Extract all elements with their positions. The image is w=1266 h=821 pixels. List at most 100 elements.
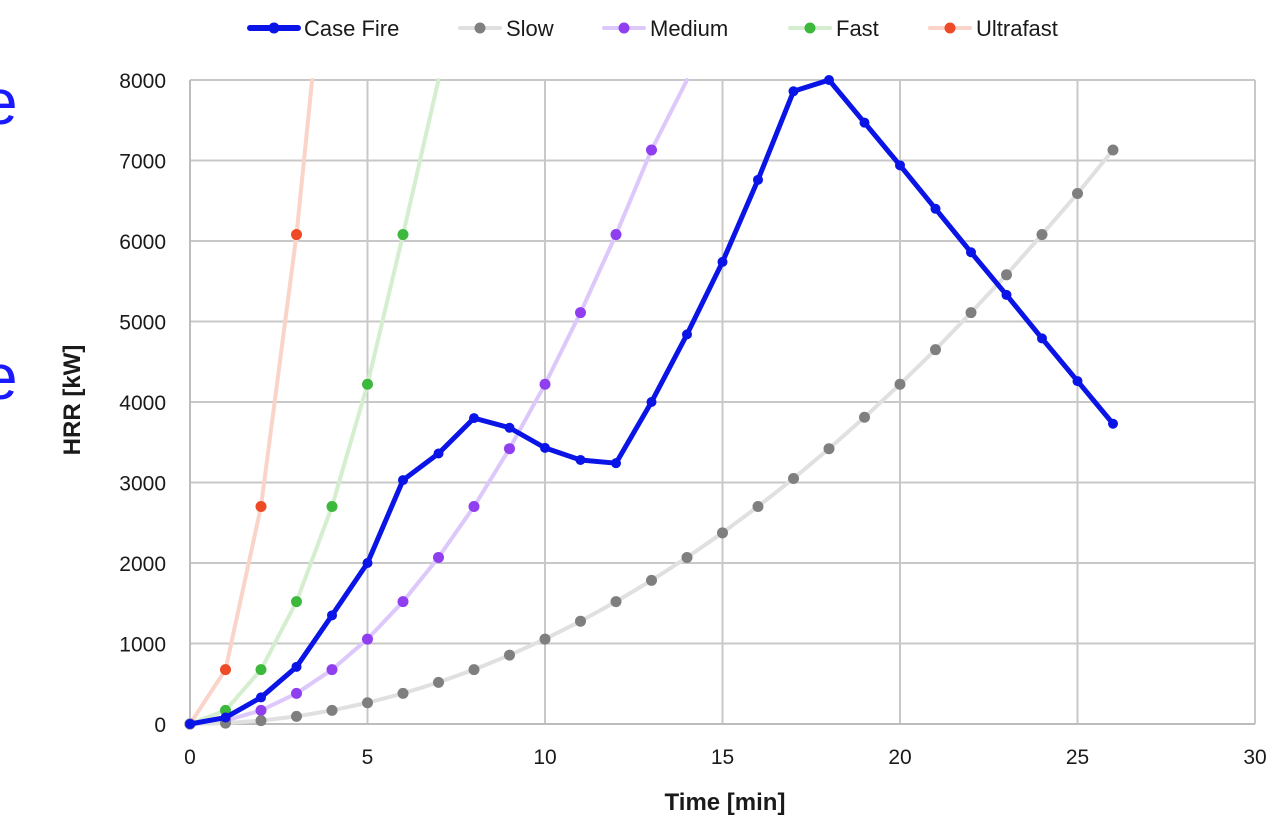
data-point-slow bbox=[468, 664, 480, 676]
legend-item-fast: Fast bbox=[788, 16, 879, 41]
x-tick-label: 20 bbox=[888, 746, 911, 769]
data-point-medium bbox=[504, 443, 515, 455]
data-point-slow bbox=[575, 615, 586, 627]
data-point-fast bbox=[291, 596, 302, 608]
data-point-case-fire bbox=[966, 247, 976, 258]
data-point-slow bbox=[610, 596, 622, 608]
legend-item-ultrafast: Ultrafast bbox=[928, 16, 1058, 41]
data-point-slow bbox=[930, 344, 941, 356]
series-ultrafast bbox=[184, 78, 315, 730]
data-point-case-fire bbox=[682, 329, 692, 340]
data-point-case-fire bbox=[327, 610, 337, 621]
data-point-slow bbox=[539, 633, 551, 645]
data-point-slow bbox=[1072, 188, 1083, 200]
series-line-slow bbox=[188, 148, 1115, 726]
data-point-case-fire bbox=[185, 719, 195, 729]
legend-label: Slow bbox=[506, 16, 554, 41]
data-point-case-fire bbox=[859, 117, 870, 128]
data-point-medium bbox=[255, 704, 267, 716]
y-tick-label: 8000 bbox=[119, 70, 166, 93]
data-point-medium bbox=[575, 307, 586, 319]
data-point-case-fire bbox=[646, 397, 657, 407]
data-point-ultrafast bbox=[220, 664, 231, 676]
data-point-ultrafast bbox=[255, 500, 267, 512]
data-point-medium bbox=[433, 551, 444, 563]
series-case-fire bbox=[185, 75, 1118, 729]
x-tick-label: 25 bbox=[1066, 746, 1089, 769]
data-point-slow bbox=[681, 551, 693, 563]
data-point-slow bbox=[1107, 144, 1119, 156]
legend-swatch-marker bbox=[804, 22, 816, 34]
y-tick-label: 2000 bbox=[119, 553, 166, 576]
x-tick-label: 30 bbox=[1243, 746, 1266, 769]
data-point-medium bbox=[539, 378, 551, 390]
y-axis-label: HRR [kW] bbox=[59, 345, 86, 456]
data-point-case-fire bbox=[824, 75, 834, 85]
data-point-case-fire bbox=[575, 454, 586, 465]
legend-label: Medium bbox=[650, 16, 728, 41]
data-point-case-fire bbox=[1001, 289, 1012, 300]
legend: Case Fire Slow Medium Fast Ultrafast bbox=[247, 16, 1058, 41]
data-point-case-fire bbox=[504, 422, 515, 433]
data-point-medium bbox=[362, 633, 373, 645]
axes: 0 1000 2000 3000 4000 5000 6000 7000 8000 0 5 10 15 2… bbox=[119, 70, 1266, 769]
data-point-case-fire bbox=[540, 442, 550, 453]
y-tick-label: 6000 bbox=[119, 231, 166, 254]
y-tick-label: 7000 bbox=[119, 151, 166, 174]
data-point-case-fire bbox=[930, 203, 941, 214]
x-tick-label: 0 bbox=[184, 746, 196, 769]
y-tick-label: 4000 bbox=[119, 392, 166, 415]
data-point-slow bbox=[894, 378, 906, 390]
data-point-medium bbox=[291, 687, 302, 699]
data-point-case-fire bbox=[469, 413, 479, 424]
data-point-slow bbox=[752, 500, 764, 512]
series-medium bbox=[184, 78, 689, 730]
data-point-case-fire bbox=[895, 160, 905, 171]
data-point-slow bbox=[433, 676, 444, 688]
data-point-slow bbox=[823, 443, 835, 455]
edge-text-fragment-1: e bbox=[0, 70, 18, 134]
data-point-slow bbox=[788, 472, 799, 484]
series-layer bbox=[184, 75, 1119, 730]
data-point-fast bbox=[397, 229, 409, 241]
data-point-case-fire bbox=[717, 256, 728, 267]
data-point-case-fire bbox=[1037, 333, 1047, 344]
data-point-slow bbox=[326, 704, 338, 716]
data-point-slow bbox=[362, 697, 373, 709]
edge-text-fragment-2: e bbox=[0, 345, 18, 409]
legend-item-slow: Slow bbox=[458, 16, 554, 41]
data-point-medium bbox=[468, 500, 480, 512]
data-point-slow bbox=[255, 715, 267, 727]
x-tick-label: 15 bbox=[711, 746, 734, 769]
legend-label: Fast bbox=[836, 16, 879, 41]
data-point-medium bbox=[326, 664, 338, 676]
legend-label: Case Fire bbox=[304, 16, 399, 41]
series-slow bbox=[184, 144, 1119, 730]
data-point-case-fire bbox=[256, 692, 266, 703]
legend-swatch-marker bbox=[474, 22, 486, 34]
x-tick-label: 5 bbox=[362, 746, 374, 769]
legend-item-case-fire: Case Fire bbox=[247, 16, 399, 41]
legend-swatch-marker bbox=[268, 22, 280, 34]
data-point-medium bbox=[397, 596, 409, 608]
series-fast bbox=[184, 78, 441, 730]
data-point-case-fire bbox=[220, 712, 231, 723]
data-point-slow bbox=[291, 710, 302, 722]
data-point-case-fire bbox=[398, 475, 408, 486]
data-point-slow bbox=[1036, 229, 1048, 241]
data-point-slow bbox=[859, 411, 870, 423]
data-point-slow bbox=[646, 574, 657, 586]
data-point-slow bbox=[717, 527, 728, 539]
data-point-medium bbox=[610, 229, 622, 241]
legend-item-medium: Medium bbox=[602, 16, 728, 41]
x-axis-label: Time [min] bbox=[665, 789, 786, 816]
data-point-case-fire bbox=[291, 661, 302, 672]
data-point-fast bbox=[362, 378, 373, 390]
legend-label: Ultrafast bbox=[976, 16, 1058, 41]
data-point-case-fire bbox=[611, 458, 621, 469]
y-tick-label: 0 bbox=[154, 714, 166, 737]
data-point-case-fire bbox=[1072, 376, 1083, 387]
data-point-slow bbox=[965, 307, 977, 319]
data-point-ultrafast bbox=[291, 229, 302, 241]
